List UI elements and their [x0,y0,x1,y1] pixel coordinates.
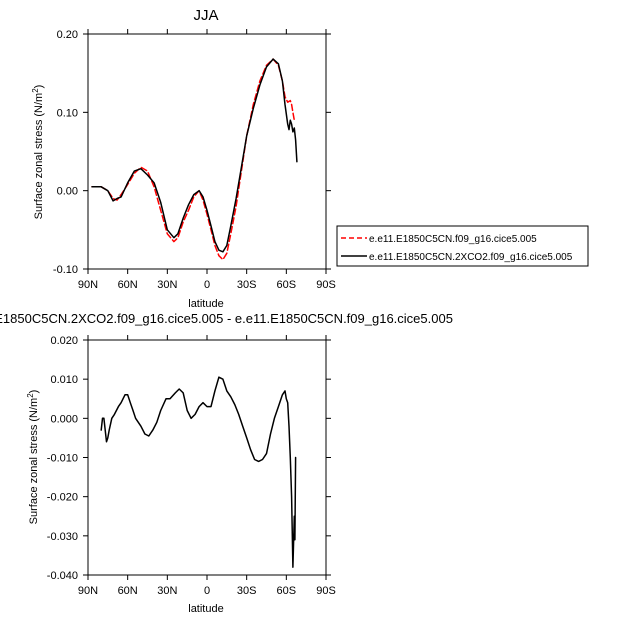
legend: e.e11.E1850C5CN.f09_g16.cice5.005 e.e11.… [336,225,589,267]
top-x-tick-label: 60S [277,279,297,291]
bottom-x-tick-label: 0 [204,585,210,597]
top-axis-ticks: 90N 60N 30N 0 30S 60S 90S -0.10 0.00 0.10 0.20 [53,29,336,291]
bottom-x-tick-label: 90N [78,585,98,597]
top-x-tick-label: 90S [316,279,336,291]
top-x-tick-label: 30S [237,279,257,291]
top-plot-frame [87,33,327,270]
top-y-tick-label: 0.00 [57,186,78,198]
bottom-x-tick-label: 90S [316,585,336,597]
top-series-line-1 [91,58,298,253]
bottom-x-tick-label: 30S [237,585,257,597]
bottom-y-axis-label: Surface zonal stress (N/m2) [26,390,40,525]
top-y-axis-label: Surface zonal stress (N/m2) [31,85,45,220]
top-series-line-0 [91,58,296,261]
bottom-y-tick-label: -0.030 [47,531,78,543]
top-plot-area: 90N 60N 30N 0 30S 60S 90S -0.10 0.00 0.10 0.20 [53,29,336,291]
bottom-x-tick-label: 60S [277,585,297,597]
bottom-x-axis-label: latitude [188,603,223,615]
top-x-axis-label: latitude [188,298,223,310]
bottom-plot-area: 90N 60N 30N 0 30S 60S 90S -0.040 -0.030 -0.020 -0.… [47,335,336,597]
bottom-x-tick-label: 30N [157,585,177,597]
top-y-tick-label: 0.20 [57,29,78,41]
bottom-y-tick-label: 0.010 [50,374,78,386]
legend-label-2xco2: e.e11.E1850C5CN.2XCO2.f09_g16.cice5.005 [369,252,573,263]
bottom-axis-ticks: 90N 60N 30N 0 30S 60S 90S -0.040 -0.030 -0.020 -0.… [47,335,336,597]
top-panel: JJA 90N 60N 30N 0 30S 60S 90S -0.10 0.00 0.10 0.20… [31,7,589,310]
legend-label-control: e.e11.E1850C5CN.f09_g16.cice5.005 [369,234,537,245]
top-x-tick-label: 0 [204,279,210,291]
bottom-x-tick-label: 60N [118,585,138,597]
legend-box [336,225,589,267]
bottom-series-group [100,376,297,568]
bottom-y-tick-label: -0.010 [47,453,78,465]
bottom-series-line-0 [100,376,297,568]
top-x-tick-label: 60N [118,279,138,291]
bottom-y-tick-label: 0.020 [50,335,78,347]
bottom-y-tick-label: 0.000 [50,413,78,425]
top-y-tick-label: 0.10 [57,107,78,119]
top-y-tick-label: -0.10 [53,264,78,276]
top-x-tick-label: 30N [157,279,177,291]
bottom-chart-title: e.e11.E1850C5CN.2XCO2.f09_g16.cice5.005 … [0,311,453,326]
bottom-y-tick-label: -0.020 [47,492,78,504]
bottom-panel: e.e11.E1850C5CN.2XCO2.f09_g16.cice5.005 … [0,311,453,615]
top-series-group [91,58,298,261]
top-x-tick-label: 90N [78,279,98,291]
top-chart-title: JJA [193,7,218,24]
bottom-y-tick-label: -0.040 [47,570,78,582]
